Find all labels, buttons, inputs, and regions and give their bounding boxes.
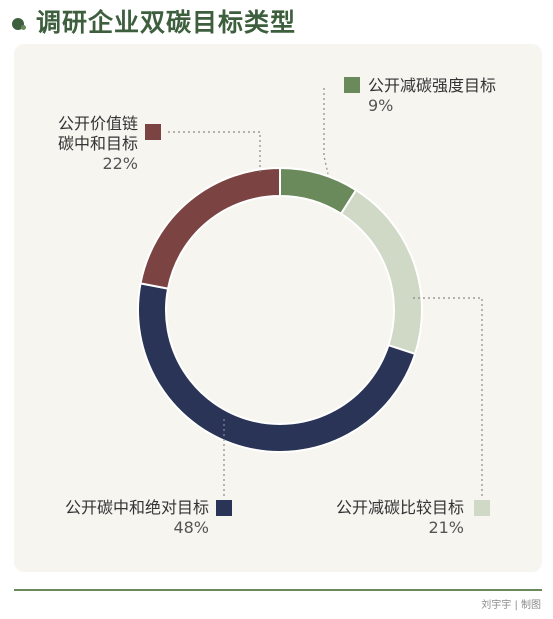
divider-rule [14, 589, 542, 591]
label-intensity-pct: 9% [368, 96, 394, 115]
swatch-comparative [474, 500, 490, 516]
header: 调研企业双碳目标类型 [12, 6, 542, 40]
leaf-dot-icon [12, 18, 26, 30]
swatch-valuechain [145, 124, 161, 140]
donut-chart [137, 88, 483, 496]
leader-comparative [412, 297, 483, 496]
label-comparative-pct: 21% [428, 518, 464, 537]
label-valuechain-pct: 22% [102, 154, 138, 173]
slice-absolute [137, 282, 417, 453]
slice-valuechain [139, 166, 281, 290]
swatch-absolute [216, 500, 232, 516]
slice-comparative [339, 188, 423, 356]
label-absolute: 公开碳中和绝对目标 48% [34, 498, 209, 538]
leader-intensity [323, 88, 329, 175]
label-intensity-name: 公开减碳强度目标 [368, 76, 497, 95]
label-comparative: 公开减碳比较目标 21% [304, 498, 464, 538]
label-valuechain-line1: 公开价值链 [57, 114, 138, 133]
chart-card: 公开减碳强度目标 9% 公开价值链 碳中和目标 22% 公开碳中和绝对目标 48… [14, 44, 542, 572]
leader-valuechain [168, 131, 261, 172]
label-valuechain-line2: 碳中和目标 [57, 134, 138, 153]
credit: 刘宇宇 | 制图 [481, 600, 541, 611]
swatch-intensity [344, 77, 360, 93]
label-intensity: 公开减碳强度目标 9% [344, 76, 496, 116]
label-absolute-pct: 48% [173, 518, 209, 537]
page-title: 调研企业双碳目标类型 [36, 8, 297, 37]
label-valuechain: 公开价值链 碳中和目标 22% [28, 114, 138, 174]
label-comparative-name: 公开减碳比较目标 [335, 498, 464, 517]
label-absolute-name: 公开碳中和绝对目标 [64, 498, 209, 517]
